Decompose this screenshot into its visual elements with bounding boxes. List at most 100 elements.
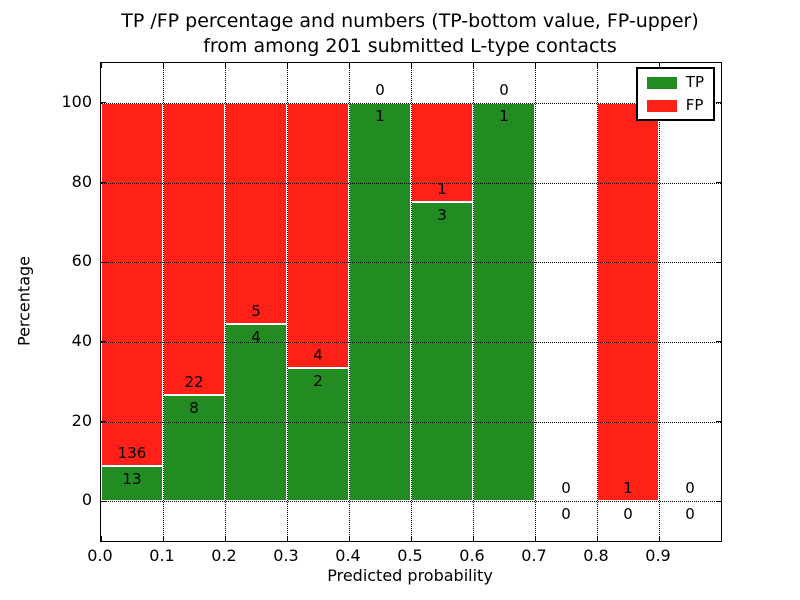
x-axis-tick <box>411 63 412 68</box>
x-tick-label: 0.2 <box>211 546 237 565</box>
x-axis-tick <box>659 536 660 541</box>
fp-count-label: 136 <box>117 444 147 463</box>
fp-count-label: 22 <box>184 372 204 391</box>
vertical-gridline <box>349 63 350 541</box>
y-axis-tick <box>101 102 106 104</box>
vertical-gridline <box>163 63 164 541</box>
fp-count-label: 5 <box>251 302 261 321</box>
fp-count-label: 0 <box>499 80 509 99</box>
x-tick-label: 0.4 <box>335 546 361 565</box>
vertical-gridline <box>659 63 660 541</box>
vertical-gridline <box>473 63 474 541</box>
tp-count-label: 3 <box>437 206 447 225</box>
y-axis-tick <box>101 421 106 422</box>
chart-title: TP /FP percentage and numbers (TP-bottom… <box>90 9 730 59</box>
x-tick-label: 0.3 <box>273 546 299 565</box>
y-axis-tick <box>716 261 721 263</box>
tp-count-label: 1 <box>499 106 509 125</box>
legend: TP FP <box>635 67 715 121</box>
tp-count-label: 4 <box>251 328 261 347</box>
y-axis-tick <box>716 500 721 502</box>
bar-segment-fp <box>163 102 225 395</box>
x-axis-tick <box>473 63 474 68</box>
y-tick-label: 20 <box>71 410 92 430</box>
tp-count-label: 0 <box>685 505 695 524</box>
tp-count-label: 0 <box>623 505 633 524</box>
legend-item-label: FP <box>685 96 704 114</box>
y-tick-label: 60 <box>71 251 92 271</box>
x-axis-tick <box>535 536 536 541</box>
fp-count-label: 1 <box>623 479 633 498</box>
chart-title-line2: from among 201 submitted L-type contacts <box>203 35 617 57</box>
y-axis-tick <box>716 102 721 104</box>
x-axis-tick <box>411 536 412 541</box>
fp-count-label: 1 <box>437 180 447 199</box>
plot-area: TP FP 136 13 22 8 5 4 4 2 0 1 1 3 0 1 0 0 1 0 0 0 <box>100 62 722 542</box>
y-axis-tick <box>101 500 106 502</box>
fp-count-label: 0 <box>685 479 695 498</box>
tp-count-label: 8 <box>189 398 199 417</box>
tp-count-label: 13 <box>122 470 142 489</box>
bar-segment-fp <box>225 102 287 325</box>
x-tick-label: 0.9 <box>645 546 671 565</box>
x-tick-label: 0.7 <box>521 546 547 565</box>
tp-count-label: 1 <box>375 106 385 125</box>
x-axis-tick <box>659 63 660 68</box>
x-axis-tick <box>101 63 102 68</box>
vertical-gridline <box>287 63 288 541</box>
x-axis-tick <box>101 536 102 541</box>
bar-segment-tp <box>473 102 535 502</box>
chart-title-line1: TP /FP percentage and numbers (TP-bottom… <box>121 10 699 32</box>
x-tick-label: 0.5 <box>397 546 423 565</box>
x-tick-label: 0.0 <box>87 546 113 565</box>
x-axis-tick <box>163 63 164 68</box>
x-axis-tick <box>349 63 350 68</box>
bar-segment-fp <box>411 102 473 203</box>
y-axis-label: Percentage <box>14 255 34 347</box>
x-axis-tick <box>225 63 226 68</box>
vertical-gridline <box>535 63 536 541</box>
x-axis-tick <box>597 536 598 541</box>
bar-segment-tp <box>411 202 473 502</box>
x-tick-label: 0.6 <box>459 546 485 565</box>
x-axis-tick <box>225 536 226 541</box>
bar-segment-fp <box>597 102 659 502</box>
x-axis-tick <box>287 63 288 68</box>
y-axis-tick <box>716 341 721 343</box>
fp-count-label: 4 <box>313 346 323 365</box>
bar-segment-tp <box>349 102 411 502</box>
x-tick-label: 0.8 <box>583 546 609 565</box>
x-axis-tick <box>349 536 350 541</box>
legend-item-label: TP <box>685 73 704 91</box>
x-axis-tick <box>597 63 598 68</box>
x-tick-label: 0.1 <box>149 546 175 565</box>
y-axis-tick <box>716 421 721 422</box>
x-axis-tick <box>535 63 536 68</box>
x-axis-tick <box>473 536 474 541</box>
x-axis-label: Predicted probability <box>327 566 493 585</box>
bar-segment-fp <box>287 102 349 369</box>
fp-swatch-icon <box>646 99 677 112</box>
legend-item-fp: FP <box>646 96 704 114</box>
y-axis-tick <box>716 182 721 183</box>
bar-segment-tp <box>287 368 349 502</box>
tp-count-label: 0 <box>561 505 571 524</box>
y-tick-label: 100 <box>61 91 92 111</box>
y-axis-tick <box>101 261 106 263</box>
x-axis-tick <box>163 536 164 541</box>
legend-item-tp: TP <box>646 73 704 91</box>
vertical-gridline <box>411 63 412 541</box>
y-tick-label: 40 <box>71 330 92 350</box>
bar-segment-fp <box>101 102 163 467</box>
fp-count-label: 0 <box>375 80 385 99</box>
bar-segment-tp <box>101 466 163 502</box>
bar-segment-tp <box>225 324 287 502</box>
fp-count-label: 0 <box>561 479 571 498</box>
tp-count-label: 2 <box>313 372 323 391</box>
vertical-gridline <box>597 63 598 541</box>
x-axis-tick <box>287 536 288 541</box>
vertical-gridline <box>225 63 226 541</box>
y-tick-label: 80 <box>71 171 92 191</box>
y-axis-tick <box>101 182 106 183</box>
